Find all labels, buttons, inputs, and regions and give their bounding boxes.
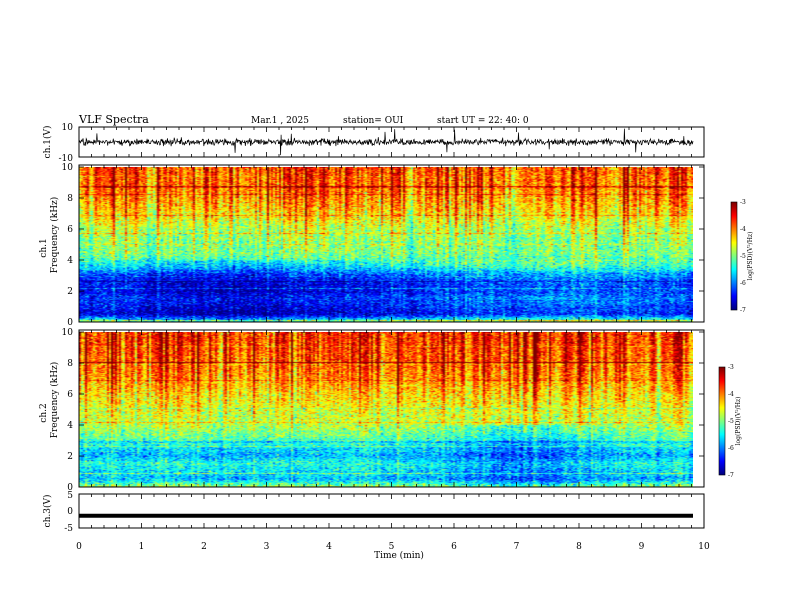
frequency-tick-label: 6 — [67, 390, 73, 400]
time-tick-label: 0 — [76, 542, 82, 552]
frequency-tick-label: 6 — [67, 225, 73, 235]
start-time-label: start UT = 22: 40: 0 — [437, 116, 529, 126]
colorbar-tick-label: -3 — [728, 364, 734, 371]
ch2-colorbar-label: log(PSD)(V²/Hz) — [735, 397, 742, 446]
frequency-tick-label: 10 — [62, 163, 74, 173]
ch2-spectrogram-yticks: 0 2 4 6 8 10 — [62, 328, 704, 493]
colorbar-tick-label: -4 — [740, 226, 746, 233]
ch3-ytick-middle: 0 — [67, 507, 73, 517]
colorbar-tick-label: -5 — [740, 253, 746, 260]
ch2-colorbar-ticks: -3 -4 -5 -6 -7 — [728, 364, 734, 479]
frequency-tick-label: 2 — [67, 287, 73, 297]
ch2-spectrogram-image — [79, 332, 693, 487]
ch1-spectrogram-yticks: 0 2 4 6 8 10 — [62, 163, 704, 328]
colorbar-tick-label: -4 — [728, 391, 734, 398]
ch3-ytick-top: 5 — [67, 491, 73, 501]
frequency-tick-label: 2 — [67, 452, 73, 462]
figure-title: VLF Spectra — [78, 113, 149, 126]
colorbar-tick-label: -7 — [728, 472, 734, 479]
ch3-waveform-panel: 5 0 -5 ch.3(V) — [42, 491, 705, 534]
frequency-tick-label: 4 — [67, 421, 73, 431]
ch1-spectrogram-image — [79, 167, 693, 322]
time-tick-label: 2 — [201, 542, 207, 552]
frequency-tick-label: 8 — [67, 359, 73, 369]
station-label: station= OUI — [343, 116, 404, 126]
ch2-spectrogram-ylabel-frequency: Frequency (kHz) — [49, 362, 60, 439]
ch2-spectrogram-ylabel-channel: ch.2 — [39, 403, 49, 422]
frequency-tick-label: 0 — [67, 483, 73, 493]
ch1-colorbar-ticks: -3 -4 -5 -6 -7 — [740, 199, 746, 314]
time-tick-label: 6 — [451, 542, 457, 552]
date-label: Mar.1 , 2025 — [251, 116, 309, 126]
time-tick-label: 4 — [326, 542, 332, 552]
time-tick-label: 3 — [264, 542, 270, 552]
ch2-spectrogram-ticks — [78, 330, 705, 487]
ch1-waveform-trace — [78, 128, 694, 156]
frequency-tick-label: 10 — [62, 328, 74, 338]
colorbar-tick-label: -3 — [740, 199, 746, 206]
time-tick-label: 10 — [698, 542, 710, 552]
frequency-tick-label: 0 — [67, 318, 73, 328]
ch1-ytick-top: 10 — [62, 123, 74, 133]
ch1-spectrogram-ylabel-channel: ch.1 — [39, 238, 49, 257]
ch1-waveform-line — [78, 128, 694, 156]
time-axis-tick-labels: 0 1 2 3 4 5 6 7 8 9 10 — [76, 542, 710, 552]
ch2-colorbar — [719, 367, 725, 475]
ch1-spectrogram-ylabel-frequency: Frequency (kHz) — [49, 197, 60, 274]
time-tick-label: 8 — [576, 542, 582, 552]
ch1-waveform-panel: 10 -10 ch.1(V) — [42, 123, 705, 164]
ch1-waveform-ticks — [78, 127, 705, 157]
ch1-colorbar — [731, 202, 737, 310]
ch1-waveform-ylabel: ch.1(V) — [42, 126, 53, 159]
ch2-colorbar-frame — [718, 366, 726, 476]
ch1-colorbar-label: log(PSD)(V²/Hz) — [747, 232, 754, 281]
time-tick-label: 5 — [389, 542, 395, 552]
ch1-spectrogram-ticks — [78, 165, 705, 322]
time-tick-label: 9 — [639, 542, 645, 552]
colorbar-tick-label: -6 — [740, 280, 746, 287]
time-tick-label: 1 — [139, 542, 145, 552]
ch3-waveform-ylabel: ch.3(V) — [42, 495, 53, 528]
time-axis-label: Time (min) — [374, 550, 424, 561]
ch3-waveform-ticks — [78, 494, 705, 528]
frequency-tick-label: 4 — [67, 256, 73, 266]
colorbar-tick-label: -5 — [728, 418, 734, 425]
ch3-ytick-bottom: -5 — [64, 524, 73, 534]
time-tick-label: 7 — [514, 542, 520, 552]
ch1-ytick-bottom: -10 — [59, 154, 74, 164]
colorbar-tick-label: -6 — [728, 445, 734, 452]
ch3-waveform-frame — [78, 493, 705, 529]
frequency-tick-label: 8 — [67, 194, 73, 204]
colorbar-tick-label: -7 — [740, 307, 746, 314]
ch1-colorbar-frame — [730, 201, 738, 311]
